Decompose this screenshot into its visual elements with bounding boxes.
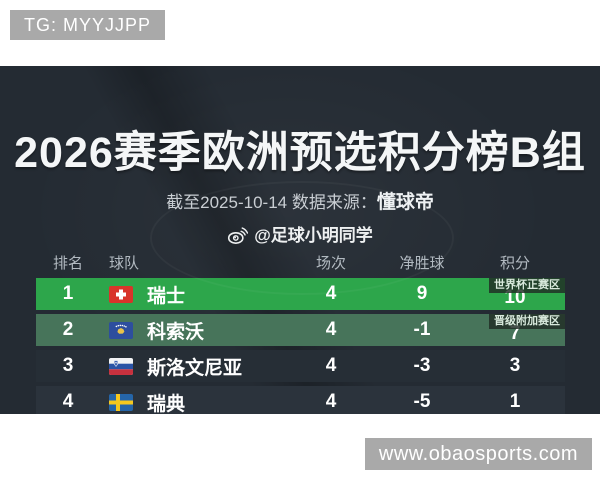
site-watermark-bar: www.obaosports.com	[364, 438, 592, 470]
rank-cell: 3	[62, 355, 74, 376]
col-header-played: 场次	[315, 254, 346, 272]
points-value: 1	[509, 391, 521, 412]
table-row: 4 瑞典 4 -5 1	[36, 386, 565, 414]
zone-badge-worldcup: 世界杯正赛区	[489, 278, 565, 293]
team-cell: 瑞典	[100, 389, 283, 415]
team-name: 瑞典	[147, 393, 186, 415]
slovenia-flag-icon	[109, 357, 133, 375]
weibo-icon	[227, 225, 249, 246]
points-cell: 3	[465, 355, 565, 377]
standings-table: 排名 球队 场次 净胜球 积分 1 瑞士 4 9 10 世界杯正赛区	[36, 250, 565, 414]
goal-diff-cell: -1	[413, 319, 431, 340]
table-row: 3 斯洛文尼亚 4 -3 3	[36, 350, 565, 382]
points-cell: 1	[465, 391, 565, 413]
switzerland-flag-icon	[109, 285, 133, 303]
col-header-goal-diff: 净胜球	[399, 254, 445, 272]
team-name: 斯洛文尼亚	[147, 357, 243, 379]
author-watermark-label: @足球小明同学	[254, 226, 373, 245]
goal-diff-cell: -5	[413, 391, 431, 412]
col-header-team: 球队	[109, 254, 140, 272]
team-cell: 科索沃	[100, 317, 283, 344]
zone-badge-playoff: 晋级附加赛区	[489, 314, 565, 329]
played-cell: 4	[325, 355, 337, 376]
points-value: 7	[509, 322, 521, 344]
points-cell: 7	[465, 316, 565, 345]
rank-cell: 2	[62, 319, 74, 340]
rank-cell: 1	[62, 283, 74, 304]
tg-watermark-bar: TG: MYYJJPP	[10, 10, 166, 40]
subtitle-date: 截至2025-10-14 数据来源：	[166, 193, 377, 212]
standings-panel: 2026赛季欧洲预选积分榜B组 截至2025-10-14 数据来源：懂球帝 @足…	[0, 66, 600, 414]
col-header-rank: 排名	[52, 254, 83, 272]
page-title: 2026赛季欧洲预选积分榜B组	[14, 129, 586, 177]
table-row: 1 瑞士 4 9 10 世界杯正赛区	[36, 278, 565, 310]
sweden-flag-icon	[109, 393, 133, 411]
subtitle-source: 懂球帝	[376, 192, 434, 213]
points-value: 3	[509, 355, 521, 376]
goal-diff-cell: -3	[413, 355, 431, 376]
rank-cell: 4	[62, 391, 74, 412]
team-cell: 瑞士	[100, 281, 283, 308]
team-name: 科索沃	[147, 321, 205, 343]
subtitle: 截至2025-10-14 数据来源：懂球帝	[0, 192, 600, 213]
table-header-row: 排名 球队 场次 净胜球 积分	[36, 250, 565, 274]
goal-diff-cell: 9	[416, 283, 428, 304]
table-row: 2 科索沃 4 -1 7 晋级附加赛区	[36, 314, 565, 346]
played-cell: 4	[325, 391, 337, 412]
team-name: 瑞士	[147, 285, 186, 307]
played-cell: 4	[325, 283, 337, 304]
author-watermark: @足球小明同学	[0, 225, 600, 246]
team-cell: 斯洛文尼亚	[100, 353, 283, 380]
col-header-points: 积分	[499, 254, 530, 272]
kosovo-flag-icon	[109, 321, 133, 339]
played-cell: 4	[325, 319, 337, 340]
